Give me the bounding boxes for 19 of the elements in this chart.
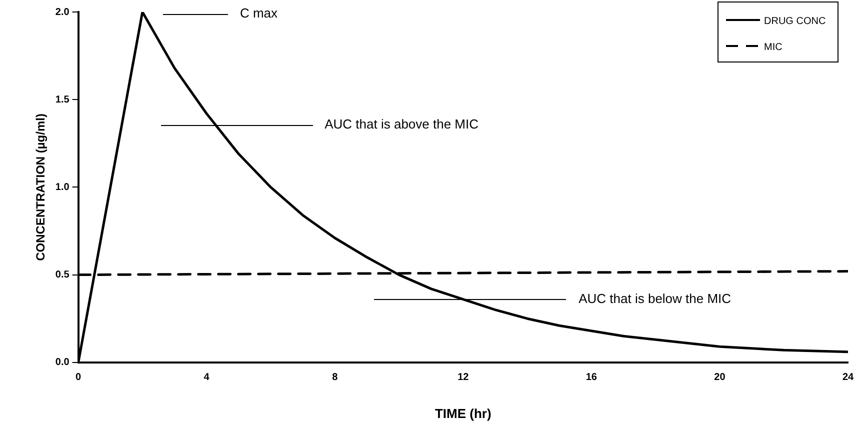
y-tick-label: 0.0 [55, 357, 70, 368]
x-tick-label: 20 [714, 372, 726, 384]
y-tick-label: 0.5 [55, 270, 70, 281]
x-tick-label: 0 [76, 372, 82, 384]
y-tick-label: 1.5 [55, 94, 70, 106]
y-tick-label: 1.0 [55, 182, 70, 193]
x-tick-label: 4 [204, 372, 210, 384]
x-tick-label: 12 [458, 372, 470, 384]
y-tick-label: 2.0 [55, 6, 70, 18]
x-axis-title: TIME (hr) [434, 406, 492, 421]
y-axis-title: CONCENTRATION (µg/ml) [34, 114, 48, 261]
annotation: C max [240, 5, 278, 20]
annotation: AUC that is above the MIC [324, 116, 479, 132]
legend-label: DRUG CONC [764, 16, 826, 27]
annotation: AUC that is below the MIC [578, 290, 732, 306]
x-tick-label: 24 [842, 372, 854, 384]
x-tick-label: 16 [586, 372, 598, 384]
legend-label: MIC [764, 42, 782, 53]
x-tick-label: 8 [332, 372, 338, 384]
